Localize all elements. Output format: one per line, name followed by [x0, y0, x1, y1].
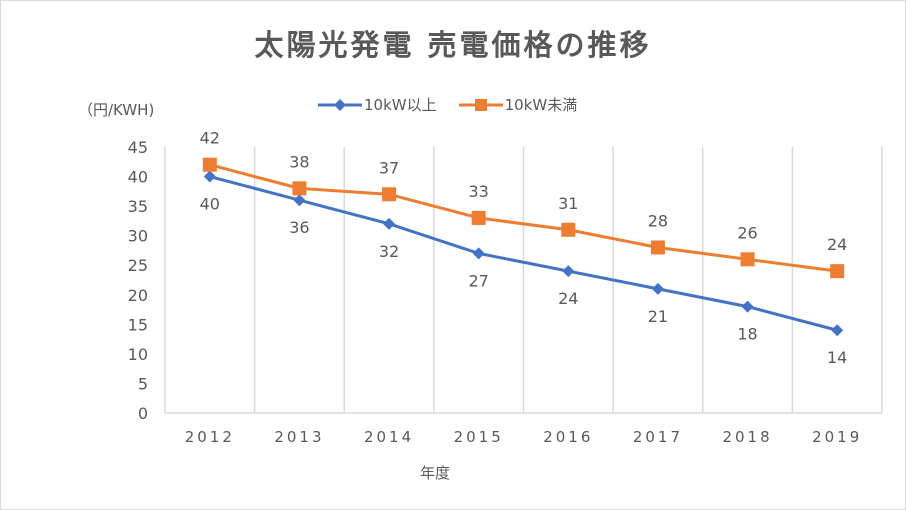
legend-item-series-1[interactable]: 10kW以上	[318, 94, 437, 115]
chart-title: 太陽光発電 売電価格の推移	[254, 28, 652, 62]
legend-marker-diamond-icon	[318, 98, 362, 111]
y-axis-unit-label: （円/KWH)	[78, 101, 155, 119]
x-axis-title: 年度	[420, 464, 451, 482]
legend-marker-square-icon	[458, 98, 503, 111]
legend-item-series-2[interactable]: 10kW未満	[458, 94, 578, 115]
legend-label: 10kW以上	[364, 96, 437, 114]
legend: 10kW以上 10kW未満	[318, 94, 599, 115]
legend-label: 10kW未満	[504, 96, 578, 114]
